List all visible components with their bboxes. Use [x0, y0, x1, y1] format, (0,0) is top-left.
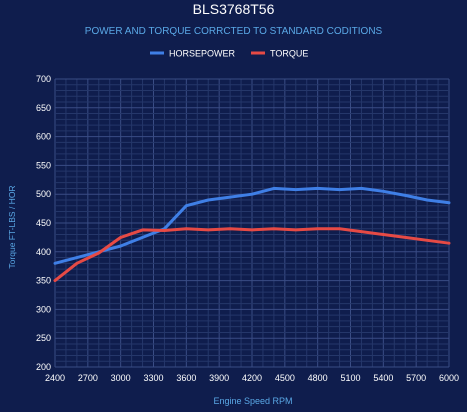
y-axis-label: Torque FT-LBS / HOR — [7, 185, 17, 268]
x-tick-label: 3900 — [209, 373, 229, 383]
y-tick-label: 550 — [36, 160, 51, 170]
legend: HORSEPOWER TORQUE — [150, 49, 308, 59]
y-tick-label: 350 — [36, 276, 51, 286]
chart-subtitle: POWER AND TORQUE CORRCTED TO STANDARD CO… — [85, 26, 383, 37]
y-tick-label: 700 — [36, 74, 51, 84]
y-tick-label: 650 — [36, 103, 51, 113]
x-tick-label: 3000 — [111, 373, 131, 383]
y-tick-label: 250 — [36, 333, 51, 343]
x-tick-label: 2400 — [45, 373, 65, 383]
x-axis-label: Engine Speed RPM — [213, 396, 292, 406]
x-tick-label: 5400 — [373, 373, 393, 383]
x-tick-label: 4800 — [308, 373, 328, 383]
y-tick-label: 500 — [36, 189, 51, 199]
y-tick-label: 200 — [36, 362, 51, 372]
x-tick-label: 4200 — [242, 373, 262, 383]
chart-title: BLS3768T56 — [193, 1, 275, 17]
series-line-horsepower — [53, 186, 451, 265]
grid — [54, 78, 450, 368]
y-tick-label: 600 — [36, 132, 51, 142]
x-axis-ticks: 2400 2700 3000 3300 3600 3900 4200 4500 4800 5100… — [45, 373, 459, 383]
x-tick-label: 5100 — [340, 373, 360, 383]
legend-label-horsepower: HORSEPOWER — [169, 49, 236, 59]
x-tick-label: 3300 — [143, 373, 163, 383]
legend-label-torque: TORQUE — [270, 49, 308, 59]
x-tick-label: 4500 — [275, 373, 295, 383]
x-tick-label: 5700 — [406, 373, 426, 383]
y-tick-label: 400 — [36, 247, 51, 257]
series-layer — [53, 186, 451, 283]
x-tick-label: 2700 — [78, 373, 98, 383]
y-tick-label: 300 — [36, 304, 51, 314]
series-line-torque — [53, 227, 451, 283]
y-axis-ticks: 200 250 300 350 400 450 500 550 600 650 700 — [36, 74, 51, 372]
y-tick-label: 450 — [36, 218, 51, 228]
x-tick-label: 3600 — [176, 373, 196, 383]
x-tick-label: 6000 — [439, 373, 459, 383]
